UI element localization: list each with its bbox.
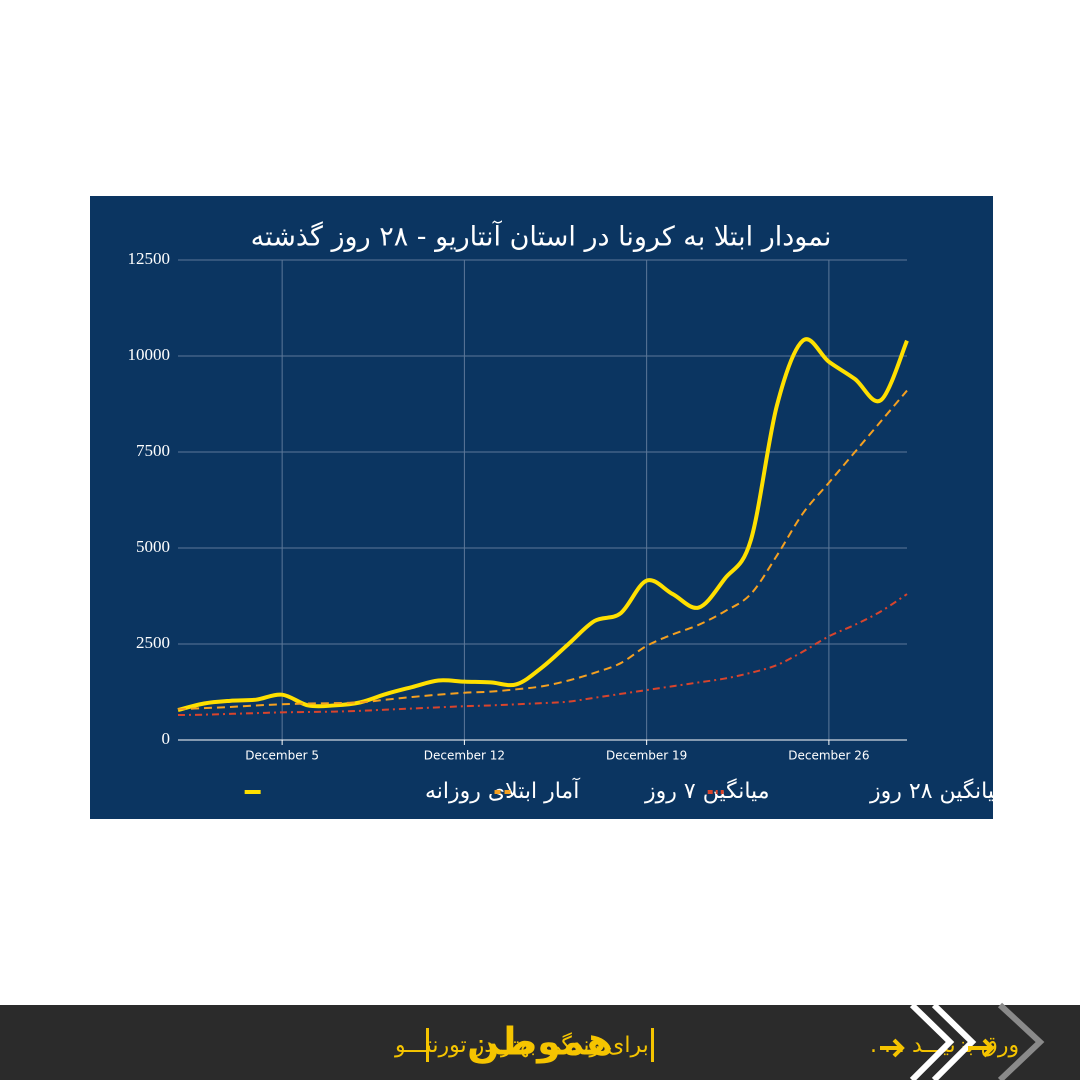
- footer-logo: هموطن: [467, 1020, 613, 1064]
- y-tick-label: 5000: [136, 537, 170, 556]
- y-tick-label: 2500: [136, 633, 170, 652]
- plot-area: 0 2500 5000 7500 10000 12500 December 5 Decembe…: [128, 249, 909, 763]
- series-line: [177, 337, 909, 712]
- footer-tagline: برای زندگی بهتر در تورنتـــو: [394, 1032, 649, 1058]
- chevrons: [909, 1002, 977, 1080]
- arrow-icon: [968, 1038, 995, 1058]
- x-tick-label: December 26: [788, 749, 869, 763]
- chevron: [997, 1002, 1045, 1080]
- series-line: [177, 593, 908, 717]
- x-tick-label: December 12: [424, 749, 505, 763]
- y-tick-label: 12500: [128, 249, 171, 268]
- y-tick-label: 7500: [136, 441, 170, 460]
- legend-label: میانگین ۷ روز: [644, 778, 769, 804]
- chart-panel: [90, 196, 993, 819]
- footer-bar: [0, 1005, 1080, 1080]
- x-tick-label: December 5: [245, 749, 319, 763]
- x-tick-label: December 19: [606, 749, 687, 763]
- series-line: [177, 389, 908, 711]
- legend-label: میانگین ۲۸ روز: [869, 778, 1006, 804]
- chart-title: نمودار ابتلا به کرونا در استان آنتاریو -…: [251, 221, 832, 253]
- arrow-icon: [880, 1038, 905, 1058]
- legend-label: آمار ابتلای روزانه: [425, 777, 580, 804]
- y-tick-label: 10000: [128, 345, 171, 364]
- legend: آمار ابتلای روزانه میانگین ۷ روز میانگین ۲…: [244, 777, 1006, 804]
- y-tick-label: 0: [162, 729, 171, 748]
- divider: [651, 1028, 654, 1062]
- divider: [426, 1028, 429, 1062]
